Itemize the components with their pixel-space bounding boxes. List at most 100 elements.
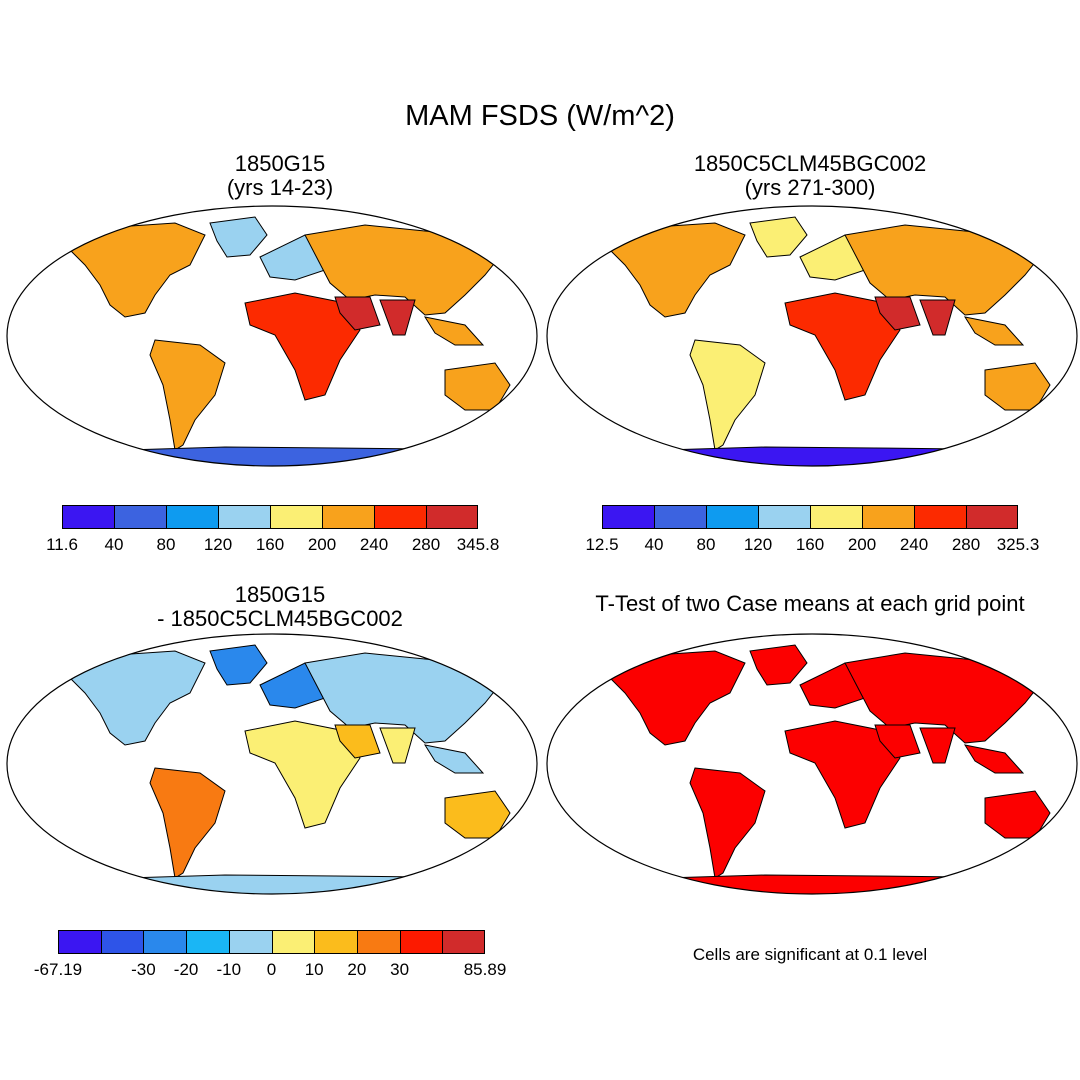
map-land-antarctica bbox=[114, 446, 476, 466]
panel-2-title: 1850C5CLM45BGC002 (yrs 271-300) bbox=[545, 152, 1075, 200]
map-land-india bbox=[919, 727, 956, 764]
colorbar-panel-2: 12.5 40 80 120 160 200 240 280 325.3 bbox=[585, 505, 1039, 554]
colorbar-tick-label: 325.3 bbox=[996, 535, 1040, 554]
colorbar-tick-label: -30 bbox=[131, 960, 156, 979]
map-land-africa bbox=[244, 720, 361, 829]
map-land-namerica bbox=[604, 650, 746, 746]
map-land-samerica bbox=[149, 339, 226, 451]
colorbar-tick-label: 80 bbox=[696, 535, 716, 554]
colorbar-swatch bbox=[62, 505, 115, 529]
panel-2-title-line2: (yrs 271-300) bbox=[744, 175, 876, 200]
map-land-india bbox=[379, 727, 416, 764]
colorbar-tick-label: -10 bbox=[216, 960, 242, 979]
colorbar-swatch bbox=[143, 930, 188, 954]
map-land-antarctica bbox=[654, 874, 1016, 894]
map-land-africa bbox=[244, 292, 361, 401]
map-panel-3 bbox=[6, 633, 538, 895]
colorbar-tick-label: 10 bbox=[304, 960, 324, 979]
colorbar-tick-label: 40 bbox=[644, 535, 664, 554]
colorbar-tick-label: -67.19 bbox=[33, 960, 83, 979]
colorbar-tick-label: 345.8 bbox=[456, 535, 500, 554]
colorbar-tick-label: 80 bbox=[156, 535, 176, 554]
colorbar-swatch bbox=[810, 505, 863, 529]
map-land-group bbox=[604, 644, 1051, 894]
colorbar-swatch bbox=[966, 505, 1018, 529]
map-land-india bbox=[379, 299, 416, 336]
colorbar-tick-label: 280 bbox=[411, 535, 441, 554]
map-panel-2 bbox=[546, 205, 1078, 467]
colorbar-swatch bbox=[758, 505, 811, 529]
colorbar-panel-1: 11.6 40 80 120 160 200 240 280 345.8 bbox=[46, 505, 499, 554]
colorbar-swatch bbox=[399, 930, 444, 954]
colorbar-tick-label: 11.6 bbox=[46, 535, 78, 554]
colorbar-tick-label: 240 bbox=[899, 535, 929, 554]
map-panel-4 bbox=[546, 633, 1078, 895]
map-land-samerica bbox=[689, 767, 766, 879]
map-land-namerica bbox=[64, 222, 206, 318]
map-land-africa bbox=[784, 292, 901, 401]
colorbar-tick-label: 40 bbox=[104, 535, 124, 554]
figure-title: MAM FSDS (W/m^2) bbox=[405, 100, 675, 132]
map-land-greenland bbox=[209, 644, 268, 686]
map-land-africa bbox=[784, 720, 901, 829]
colorbar-swatch bbox=[100, 930, 145, 954]
colorbar-tick-label: 120 bbox=[743, 535, 773, 554]
colorbar-swatch bbox=[186, 930, 230, 954]
panel-1-title-line1: 1850G15 bbox=[234, 151, 326, 176]
colorbar-swatch bbox=[314, 930, 358, 954]
significance-note: Cells are significant at 0.1 level bbox=[692, 945, 928, 964]
colorbar-swatch bbox=[654, 505, 707, 529]
colorbar-tick-label: -20 bbox=[173, 960, 199, 979]
map-panel-1 bbox=[6, 205, 538, 467]
map-land-seasia bbox=[423, 316, 485, 346]
colorbar-swatch bbox=[322, 505, 375, 529]
map-land-antarctica bbox=[114, 874, 476, 894]
map-outline bbox=[546, 205, 1078, 467]
map-land-namerica bbox=[64, 650, 206, 746]
colorbar-tick-label: 0 bbox=[266, 960, 277, 979]
panel-3-title-line1: 1850G15 bbox=[234, 582, 326, 607]
colorbar-tick-label: 12.5 bbox=[585, 535, 619, 554]
colorbar-tick-label: 30 bbox=[390, 960, 410, 979]
colorbar-panel-3: -67.19 -30 -20 -10 0 10 20 30 85.89 bbox=[34, 930, 506, 979]
colorbar-tick-label: 280 bbox=[951, 535, 981, 554]
map-outline bbox=[6, 633, 538, 895]
panel-4-title: T-Test of two Case means at each grid po… bbox=[595, 591, 1025, 616]
colorbar-tick-label: 160 bbox=[795, 535, 825, 554]
colorbar-swatch bbox=[442, 930, 485, 954]
colorbar-tick-label: 120 bbox=[203, 535, 233, 554]
map-land-india bbox=[919, 299, 956, 336]
map-land-arabia bbox=[334, 724, 381, 759]
colorbar-swatch bbox=[58, 930, 102, 954]
map-land-greenland bbox=[749, 216, 808, 258]
colorbar-swatch bbox=[862, 505, 915, 529]
colorbar-swatch bbox=[114, 505, 167, 529]
map-land-seasia bbox=[963, 316, 1025, 346]
colorbar-tick-label: 85.89 bbox=[463, 960, 507, 979]
panel-1-title-line2: (yrs 14-23) bbox=[226, 175, 334, 200]
colorbar-tick-label: 200 bbox=[307, 535, 337, 554]
map-land-seasia bbox=[963, 744, 1025, 774]
map-outline bbox=[546, 633, 1078, 895]
map-land-samerica bbox=[689, 339, 766, 451]
colorbar-swatch bbox=[914, 505, 967, 529]
colorbar-swatch bbox=[602, 505, 655, 529]
colorbar-swatch bbox=[218, 505, 271, 529]
map-land-arabia bbox=[334, 296, 381, 331]
map-land-arabia bbox=[874, 296, 921, 331]
colorbar-tick-label: 20 bbox=[347, 960, 367, 979]
map-land-arabia bbox=[874, 724, 921, 759]
colorbar-swatch bbox=[166, 505, 219, 529]
panel-3-title: 1850G15 - 1850C5CLM45BGC002 bbox=[20, 583, 540, 631]
map-land-group bbox=[604, 216, 1051, 466]
map-land-antarctica bbox=[654, 446, 1016, 466]
map-land-seasia bbox=[423, 744, 485, 774]
colorbar-swatch bbox=[374, 505, 427, 529]
colorbar-swatch bbox=[228, 930, 273, 954]
panel-1-title: 1850G15 (yrs 14-23) bbox=[20, 152, 540, 200]
colorbar-tick-label: 240 bbox=[359, 535, 389, 554]
map-outline bbox=[6, 205, 538, 467]
colorbar-tick-label: 160 bbox=[255, 535, 285, 554]
map-land-samerica bbox=[149, 767, 226, 879]
map-land-greenland bbox=[749, 644, 808, 686]
